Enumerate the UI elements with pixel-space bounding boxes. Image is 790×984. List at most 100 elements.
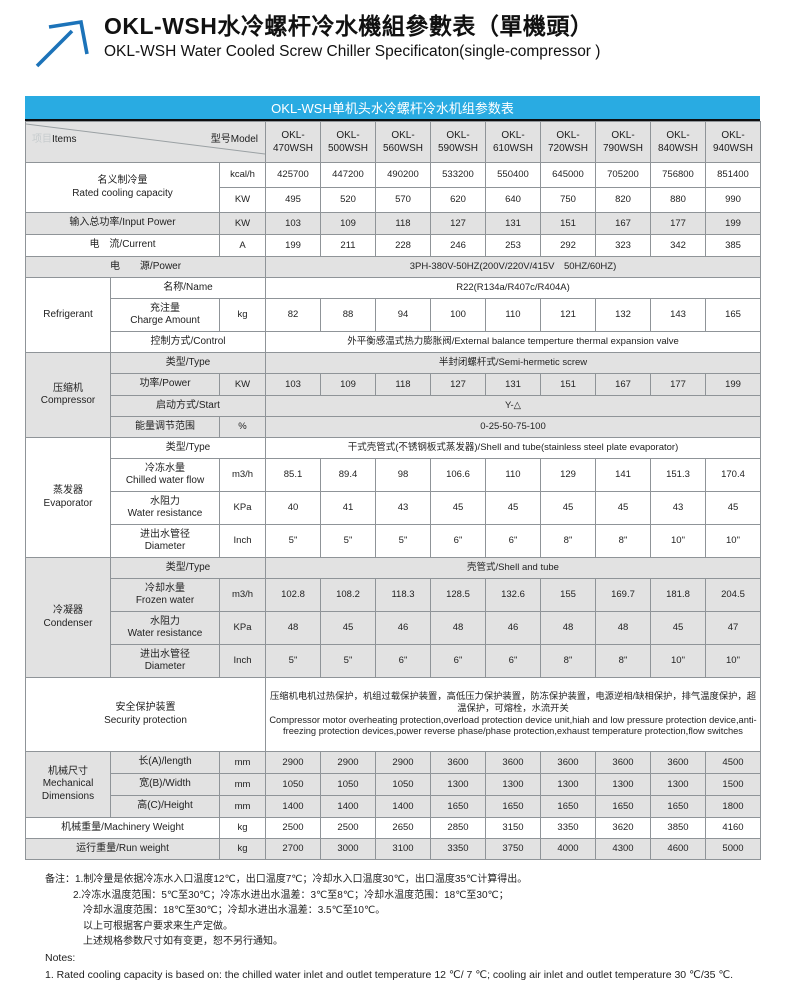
value-cell: 246 — [430, 234, 486, 257]
row-label-cell: 启动方式/Start — [110, 395, 266, 417]
table-row: 名义制冷量 Rated cooling capacity kcal/h 425700 4… — [25, 162, 761, 213]
value-cell: 292 — [540, 234, 596, 257]
row-label-cell: 高(C)/Height — [110, 795, 220, 818]
value-cell: 204.5 — [705, 578, 761, 612]
model-header-cell: OKL- 560WSH — [375, 121, 431, 163]
value-cell: 106.6 — [430, 458, 486, 492]
row-label-cell: 类型/Type — [110, 437, 266, 459]
value-cell: 756800 — [650, 162, 706, 188]
table-row: 机械尺寸 Mechanical Dimensions 长(A)/length mm 290… — [25, 751, 761, 818]
page-subtitle: OKL-WSH Water Cooled Screw Chiller Speci… — [104, 42, 601, 60]
value-cell: 323 — [595, 234, 651, 257]
table-row: 压缩机 Compressor 类型/Type 半封闭螺杆式/Semi-hermetic… — [25, 352, 761, 438]
model-header-cell: OKL- 610WSH — [485, 121, 541, 163]
table-row: 冷凝器 Condenser 类型/Type 壳管式/Shell and tube — [25, 557, 761, 678]
row-label-cell: 类型/Type — [110, 557, 266, 579]
value-cell: 3350 — [540, 817, 596, 839]
value-cell: 3150 — [485, 817, 541, 839]
value-cell: 1400 — [320, 795, 376, 818]
row-label-cell: 能量调节范围 — [110, 416, 220, 438]
page-title: OKL-WSH水冷螺杆冷水機組參數表（單機頭） — [104, 13, 594, 39]
value-cell: 45 — [650, 611, 706, 645]
row-label-cell: 宽(B)/Width — [110, 773, 220, 796]
table-row: 宽(B)/Width mm 1050 1050 1050 1300 1300 1300 1300… — [26, 773, 761, 796]
value-cell: 1300 — [595, 773, 651, 796]
value-cell: 48 — [540, 611, 596, 645]
merged-value-cell: R22(R134a/R407c/R404A) — [265, 277, 761, 299]
table-row: 功率/Power KW 103 109 118 127 131 151 167 177 199 — [26, 373, 761, 396]
value-cell: 495 — [265, 187, 321, 213]
table-row: 高(C)/Height mm 1400 1400 1400 1650 1650 1650 165… — [26, 795, 761, 818]
row-label-cell: 安全保护装置 Security protection — [25, 677, 266, 752]
table-row: 机械重量/Machinery Weight kg 2500 2500 2650 2850 3… — [25, 817, 761, 839]
unit-cell: mm — [219, 751, 266, 774]
unit-cell: % — [219, 416, 266, 438]
value-cell: 6" — [430, 524, 486, 558]
value-cell: 41 — [320, 491, 376, 525]
merged-value-cell: Y-△ — [265, 395, 761, 417]
table-row: 进出水管径 Diameter Inch 5" 5" 6" 6" 6" 8" 8" 10" 10" — [26, 644, 761, 678]
value-cell: 45 — [430, 491, 486, 525]
row-label-cell: 控制方式/Control — [110, 331, 266, 353]
value-cell: 5" — [375, 524, 431, 558]
value-cell: 2500 — [265, 817, 321, 839]
row-label-cell: 名义制冷量 Rated cooling capacity — [25, 162, 220, 213]
notes: 备注：1.制冷量是依据冷冻水入口温度12℃，出口温度7℃；冷却水入口温度30℃，… — [45, 872, 790, 984]
group-label-cell: 机械尺寸 Mechanical Dimensions — [25, 751, 111, 818]
value-cell: 820 — [595, 187, 651, 213]
row-label-cell: 电 流/Current — [25, 234, 220, 257]
security-text-cell: 压缩机电机过热保护，机组过载保护装置，高低压力保护装置，防冻保护装置，电源逆相/… — [265, 677, 761, 752]
value-cell: 1300 — [540, 773, 596, 796]
table-title-banner: OKL-WSH单机头水冷螺杆冷水机组参数表 — [25, 96, 760, 121]
unit-cell: KW — [219, 187, 266, 213]
value-cell: 103 — [265, 212, 321, 235]
table-row: 启动方式/Start Y-△ — [26, 395, 761, 417]
value-cell: 1300 — [650, 773, 706, 796]
row-label-cell: 电 源/Power — [25, 256, 266, 278]
value-cell: 129 — [540, 458, 596, 492]
table-row: 冷却水量 Frozen water m3/h 102.8 108.2 118.3 128.5… — [26, 578, 761, 612]
merged-value-cell: 外平衡感温式热力膨胀阀/External balance temperture … — [265, 331, 761, 353]
value-cell: 5000 — [705, 838, 761, 860]
value-cell: 43 — [650, 491, 706, 525]
note-line: Notes: — [45, 951, 76, 964]
unit-cell: mm — [219, 795, 266, 818]
value-cell: 3600 — [485, 751, 541, 774]
value-cell: 8" — [540, 524, 596, 558]
value-cell: 8" — [595, 524, 651, 558]
value-cell: 2700 — [265, 838, 321, 860]
value-cell: 3600 — [650, 751, 706, 774]
row-label-cell: 进出水管径 Diameter — [110, 524, 220, 558]
value-cell: 2650 — [375, 817, 431, 839]
value-cell: 6" — [485, 644, 541, 678]
value-cell: 109 — [320, 212, 376, 235]
value-cell: 47 — [705, 611, 761, 645]
table-row: 充注量 Charge Amount kg 82 88 94 100 110 121 132 143 1… — [26, 298, 761, 332]
unit-cell: kcal/h — [219, 162, 266, 188]
value-cell: 1050 — [265, 773, 321, 796]
table-row: 安全保护装置 Security protection 压缩机电机过热保护，机组过载保… — [25, 677, 761, 752]
value-cell: 1500 — [705, 773, 761, 796]
value-cell: 3350 — [430, 838, 486, 860]
value-cell: 1400 — [265, 795, 321, 818]
value-cell: 127 — [430, 373, 486, 396]
table-row: 电 流/Current A 199 211 228 246 253 292 323 342 385 — [25, 234, 761, 257]
value-cell: 45 — [540, 491, 596, 525]
value-cell: 1800 — [705, 795, 761, 818]
value-cell: 45 — [705, 491, 761, 525]
row-label-cell: 机械重量/Machinery Weight — [25, 817, 220, 839]
value-cell: 4500 — [705, 751, 761, 774]
row-label-cell: 充注量 Charge Amount — [110, 298, 220, 332]
value-cell: 48 — [595, 611, 651, 645]
value-cell: 89.4 — [320, 458, 376, 492]
value-cell: 108.2 — [320, 578, 376, 612]
row-label-cell: 名称/Name — [110, 277, 266, 299]
model-header-cell: OKL- 720WSH — [540, 121, 596, 163]
value-cell: 990 — [705, 187, 761, 213]
value-cell: 177 — [650, 373, 706, 396]
value-cell: 118.3 — [375, 578, 431, 612]
value-cell: 1400 — [375, 795, 431, 818]
value-cell: 1650 — [540, 795, 596, 818]
page-header: OKL-WSH水冷螺杆冷水機組參數表（單機頭） OKL-WSH Water Co… — [0, 0, 790, 68]
value-cell: 46 — [485, 611, 541, 645]
